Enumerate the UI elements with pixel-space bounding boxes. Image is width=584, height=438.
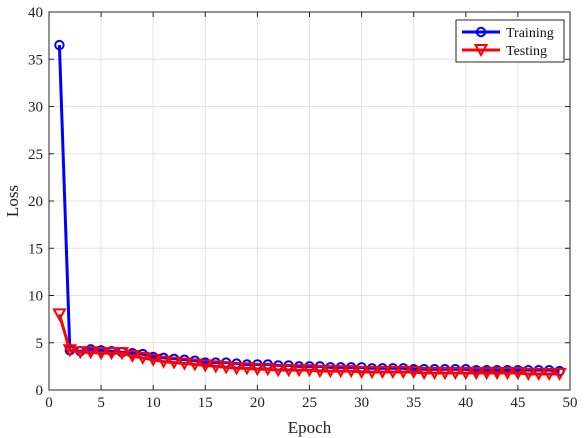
data-point-testing bbox=[291, 364, 307, 378]
series-line-training bbox=[57, 45, 560, 373]
series-layer bbox=[52, 39, 567, 382]
x-tick-label: 25 bbox=[302, 395, 317, 411]
y-tick-label: 40 bbox=[28, 5, 43, 21]
data-point-testing bbox=[312, 365, 328, 379]
data-point-testing bbox=[354, 366, 369, 380]
data-point-testing bbox=[208, 360, 223, 374]
data-point-testing bbox=[271, 364, 286, 378]
data-point-testing bbox=[281, 364, 296, 378]
data-point-testing bbox=[333, 365, 348, 379]
x-axis-label: Epoch bbox=[288, 418, 332, 437]
x-tick-label: 50 bbox=[563, 395, 578, 411]
x-tick-label: 15 bbox=[198, 395, 213, 411]
data-point-testing bbox=[531, 367, 546, 382]
data-point-testing bbox=[156, 355, 171, 369]
data-point-testing bbox=[416, 366, 432, 381]
data-point-testing bbox=[343, 365, 359, 379]
ticks: 0 5 10 15 20 25 30 35 40 45 50 0 5 10 15 20 25 30 35 40 bbox=[28, 5, 578, 411]
data-point-testing bbox=[187, 358, 203, 372]
data-point-testing bbox=[218, 361, 234, 375]
data-point-testing bbox=[239, 362, 255, 376]
series-line-testing bbox=[57, 313, 560, 376]
data-point-testing bbox=[73, 346, 88, 360]
data-point-testing bbox=[469, 366, 484, 381]
data-point-testing bbox=[250, 363, 265, 377]
data-point-testing bbox=[114, 347, 130, 361]
data-point-testing bbox=[406, 366, 421, 380]
x-tick-label: 0 bbox=[45, 395, 53, 411]
y-tick-label: 35 bbox=[28, 52, 43, 68]
data-point-testing bbox=[521, 367, 536, 382]
data-point-testing bbox=[458, 366, 473, 381]
y-tick-label: 5 bbox=[36, 336, 44, 352]
data-point-testing bbox=[104, 347, 119, 361]
data-point-testing bbox=[83, 346, 98, 360]
legend-label-training: Training bbox=[506, 26, 554, 41]
legend-label-testing: Testing bbox=[506, 44, 547, 59]
data-point-testing bbox=[500, 366, 515, 381]
data-point-testing bbox=[364, 366, 380, 380]
data-point-testing bbox=[166, 356, 182, 370]
data-point-testing bbox=[323, 365, 338, 379]
legend: Training Testing bbox=[455, 19, 565, 63]
data-point-testing bbox=[448, 366, 463, 381]
y-tick-label: 20 bbox=[28, 194, 43, 210]
data-point-testing bbox=[198, 359, 213, 373]
data-point-testing bbox=[552, 367, 567, 382]
data-point-testing bbox=[93, 347, 109, 361]
x-tick-label: 10 bbox=[146, 395, 161, 411]
y-tick-label: 25 bbox=[28, 147, 43, 163]
y-axis-label: Loss bbox=[3, 185, 22, 217]
legend-marker-testing bbox=[473, 44, 489, 58]
data-point-testing bbox=[375, 366, 390, 380]
data-point-testing bbox=[177, 357, 192, 371]
data-point-testing bbox=[146, 353, 161, 367]
y-tick-label: 0 bbox=[36, 383, 44, 399]
data-point-testing bbox=[427, 366, 442, 381]
x-tick-label: 40 bbox=[458, 395, 473, 411]
x-tick-label: 30 bbox=[354, 395, 369, 411]
data-point-testing bbox=[52, 308, 67, 322]
data-point-testing bbox=[541, 367, 557, 382]
data-point-testing bbox=[260, 363, 276, 377]
legend-marker-training bbox=[475, 26, 487, 38]
data-point-testing bbox=[510, 366, 526, 381]
y-tick-label: 10 bbox=[28, 289, 43, 305]
data-point-testing bbox=[229, 362, 244, 376]
data-point-testing bbox=[489, 366, 505, 381]
data-point-testing bbox=[385, 366, 401, 380]
x-tick-label: 35 bbox=[406, 395, 421, 411]
y-tick-label: 15 bbox=[28, 241, 43, 257]
legend-box bbox=[455, 19, 565, 63]
x-tick-label: 5 bbox=[97, 395, 105, 411]
data-point-testing bbox=[396, 366, 411, 380]
data-point-testing bbox=[437, 366, 453, 381]
data-point-testing bbox=[135, 351, 150, 365]
data-point-testing bbox=[479, 366, 494, 381]
x-tick-label: 20 bbox=[250, 395, 265, 411]
x-tick-label: 45 bbox=[510, 395, 525, 411]
data-point-testing bbox=[125, 349, 140, 364]
y-tick-label: 30 bbox=[28, 100, 43, 116]
data-point-training bbox=[54, 39, 65, 51]
data-point-testing bbox=[62, 344, 78, 358]
data-point-testing bbox=[302, 364, 317, 378]
